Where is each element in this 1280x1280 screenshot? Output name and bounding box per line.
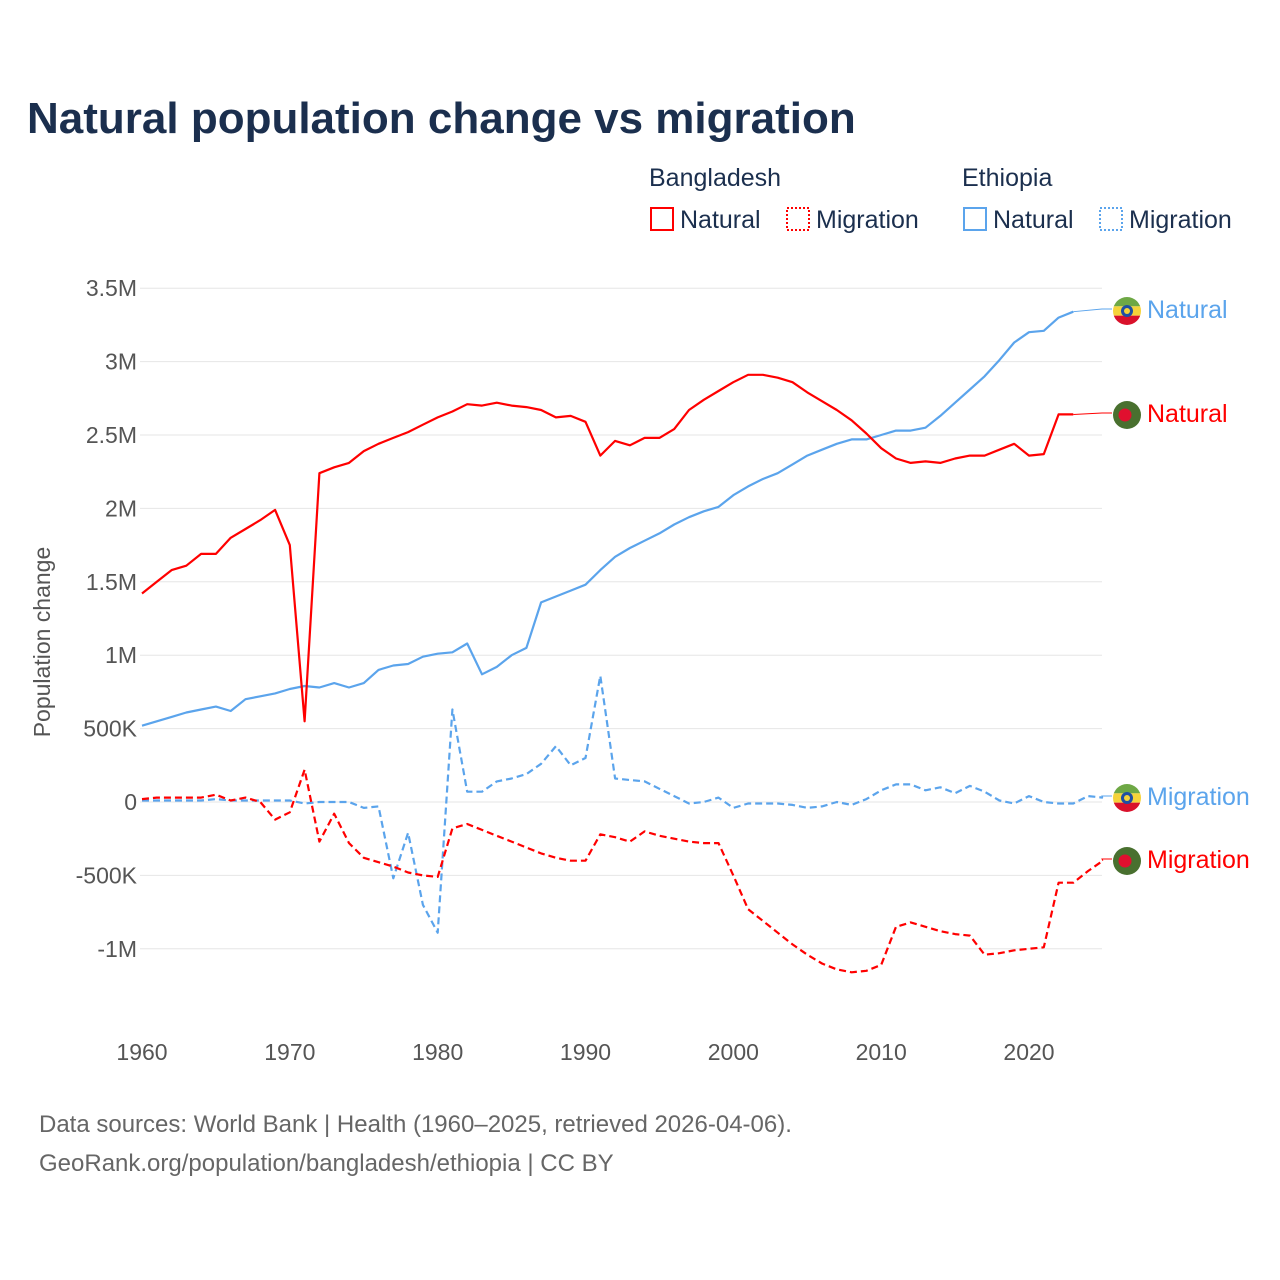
end-label-connector (1073, 308, 1112, 313)
legend-group-ethiopia: Ethiopia (962, 164, 1052, 192)
y-tick-label: 1M (105, 642, 137, 668)
end-label: Natural (1147, 296, 1228, 324)
end-label: Migration (1147, 846, 1250, 874)
x-tick-label: 1960 (116, 1039, 167, 1065)
legend-swatch-ethiopia-natural (963, 207, 987, 231)
x-tick-label: 2020 (1003, 1039, 1054, 1065)
source-line-2[interactable]: GeoRank.org/population/bangladesh/ethiop… (39, 1150, 614, 1177)
y-tick-label: 500K (83, 716, 137, 742)
y-tick-label: 3M (105, 349, 137, 375)
y-tick-label: 0 (124, 789, 137, 815)
series-lines (141, 310, 1104, 974)
y-tick-label: 3.5M (86, 275, 137, 301)
gridlines (140, 287, 1102, 950)
series-line-bangladesh-migration (141, 768, 1104, 974)
y-tick-label: -1M (97, 936, 137, 962)
legend: Bangladesh Natural Migration Ethiopia Na… (649, 164, 1232, 234)
legend-label-ethiopia-migration[interactable]: Migration (1129, 206, 1232, 234)
y-tick-label: 1.5M (86, 569, 137, 595)
series-line-ethiopia-migration (142, 674, 1104, 934)
legend-swatch-bangladesh-migration (786, 207, 810, 231)
x-tick-label: 1980 (412, 1039, 463, 1065)
legend-label-bangladesh-natural[interactable]: Natural (680, 206, 761, 234)
x-axis-ticks: 1960 1970 1980 1990 2000 2010 2020 (116, 1039, 1054, 1065)
bangladesh-flag-icon (1113, 847, 1141, 875)
x-tick-label: 2000 (708, 1039, 759, 1065)
y-tick-label: -500K (76, 862, 138, 888)
legend-swatch-bangladesh-natural (650, 207, 674, 231)
end-label-connector (1101, 795, 1112, 798)
legend-swatch-ethiopia-migration (1099, 207, 1123, 231)
legend-label-ethiopia-natural[interactable]: Natural (993, 206, 1074, 234)
y-axis-label: Population change (29, 547, 55, 738)
source-line-1: Data sources: World Bank | Health (1960–… (39, 1111, 792, 1138)
y-tick-label: 2M (105, 495, 137, 521)
series-line-ethiopia-natural (141, 310, 1074, 727)
x-tick-label: 1990 (560, 1039, 611, 1065)
end-label-connector (1073, 412, 1112, 415)
ethiopia-flag-icon (1113, 784, 1141, 812)
y-axis-ticks: 3.5M 3M 2.5M 2M 1.5M 1M 500K 0 -500K -1M (76, 275, 138, 962)
legend-group-bangladesh: Bangladesh (649, 164, 781, 192)
chart-title: Natural population change vs migration (27, 94, 856, 143)
y-tick-label: 2.5M (86, 422, 137, 448)
ethiopia-flag-icon (1113, 297, 1141, 325)
series-line-bangladesh-natural (141, 373, 1074, 723)
end-label: Natural (1147, 400, 1228, 428)
legend-label-bangladesh-migration[interactable]: Migration (816, 206, 919, 234)
x-tick-label: 2010 (856, 1039, 907, 1065)
x-tick-label: 1970 (264, 1039, 315, 1065)
end-label: Migration (1147, 783, 1250, 811)
bangladesh-flag-icon (1113, 401, 1141, 429)
end-label-connector (1101, 858, 1112, 861)
end-labels: Natural Natural Migration Migration (1073, 296, 1250, 875)
